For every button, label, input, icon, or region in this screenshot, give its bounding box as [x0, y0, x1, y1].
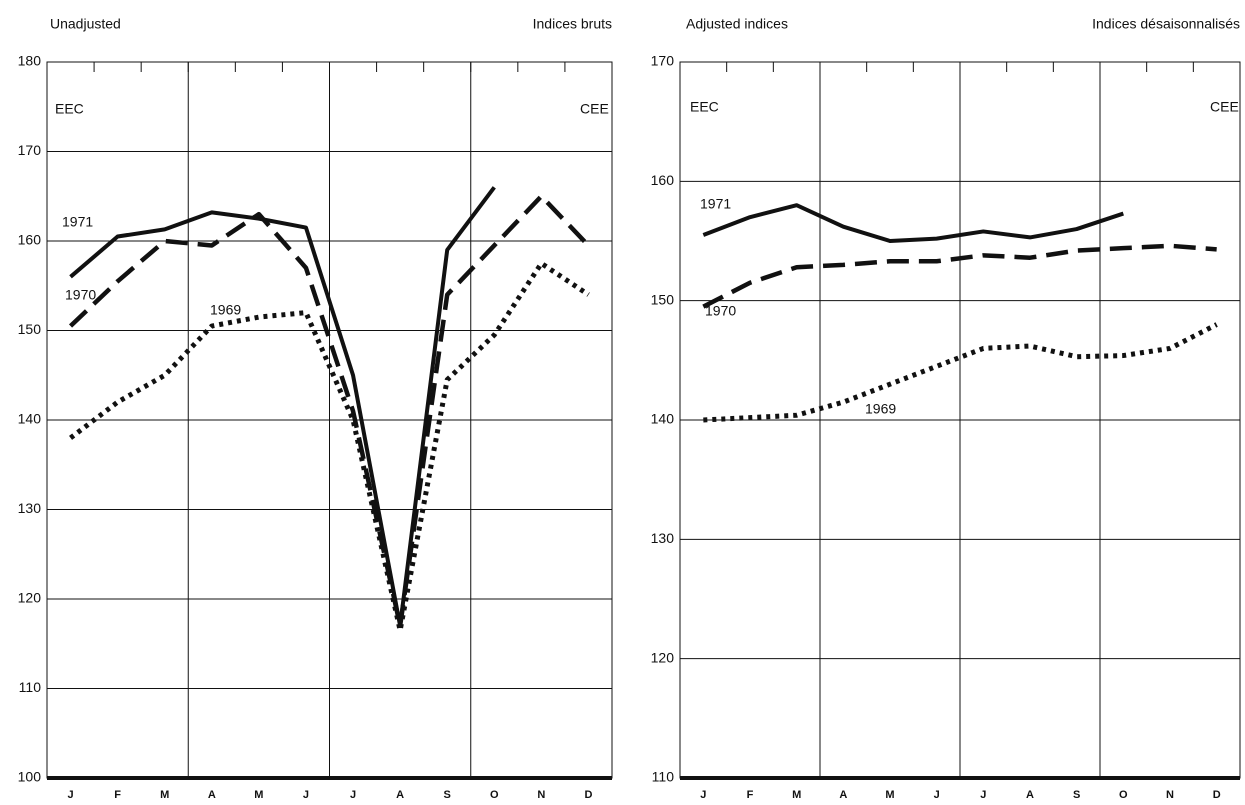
y-tick-label: 120 [18, 590, 42, 606]
x-tick-label: M [254, 789, 263, 801]
x-tick-label: J [67, 789, 73, 801]
x-tick-label: J [303, 789, 309, 801]
x-tick-label: M [885, 789, 894, 801]
x-tick-label: A [396, 789, 404, 801]
y-tick-label: 150 [651, 291, 675, 307]
x-tick-label: O [1119, 789, 1128, 801]
x-tick-label: J [934, 789, 940, 801]
series-line [68, 194, 591, 629]
y-tick-label: 160 [651, 172, 675, 188]
x-tick-label: S [1073, 789, 1080, 801]
y-tick-label: 160 [18, 232, 42, 248]
y-tick-label: 130 [18, 500, 42, 516]
series-label: 1970 [705, 303, 736, 319]
y-tick-label: 140 [651, 411, 675, 427]
x-tick-label: J [700, 789, 706, 801]
x-tick-label: F [747, 789, 754, 801]
y-tick-label: 150 [18, 321, 42, 337]
annotation: EEC [55, 101, 84, 117]
chart-title: Unadjusted [50, 16, 121, 32]
x-tick-label: N [1166, 789, 1174, 801]
x-tick-label: M [792, 789, 801, 801]
series-line [69, 186, 496, 628]
x-tick-label: O [490, 789, 499, 801]
y-tick-label: 140 [18, 411, 42, 427]
x-tick-label: A [839, 789, 847, 801]
series-label: 1969 [865, 401, 896, 417]
y-tick-label: 130 [651, 530, 675, 546]
x-tick-label: D [1213, 789, 1221, 801]
y-tick-label: 100 [18, 769, 42, 785]
x-tick-label: A [1026, 789, 1034, 801]
annotation: EEC [690, 99, 719, 115]
x-tick-label: A [208, 789, 216, 801]
series-line [69, 260, 590, 633]
chart-title: Adjusted indices [686, 16, 788, 32]
series-label: 1970 [65, 287, 96, 303]
annotation: CEE [1210, 99, 1239, 115]
y-tick-label: 180 [18, 53, 42, 69]
x-tick-label: N [537, 789, 545, 801]
x-tick-label: J [980, 789, 986, 801]
y-tick-label: 120 [651, 649, 675, 665]
series-label: 1971 [62, 214, 93, 230]
chart-subtitle: Indices bruts [533, 16, 612, 32]
x-tick-label: M [160, 789, 169, 801]
y-tick-label: 110 [652, 769, 675, 785]
y-tick-label: 170 [651, 53, 675, 69]
series-line [702, 203, 1124, 243]
annotation: CEE [580, 101, 609, 117]
x-tick-label: S [444, 789, 451, 801]
x-tick-label: D [584, 789, 592, 801]
series-label: 1971 [700, 196, 731, 212]
series-line [702, 243, 1217, 309]
series-line [703, 322, 1218, 423]
x-tick-label: J [350, 789, 356, 801]
y-tick-label: 170 [18, 142, 42, 158]
y-tick-label: 110 [19, 679, 42, 695]
x-tick-label: F [114, 789, 121, 801]
chart-subtitle: Indices désaisonnalisés [1092, 16, 1240, 32]
series-label: 1969 [210, 302, 241, 318]
